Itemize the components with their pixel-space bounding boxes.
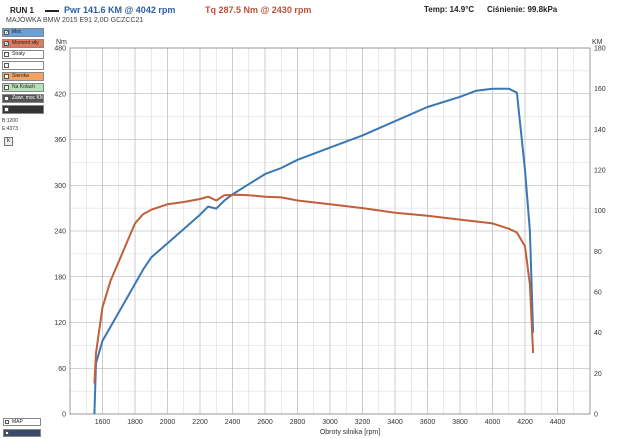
x-tick-label: 3000 <box>322 419 338 426</box>
checkbox-icon[interactable] <box>5 420 9 424</box>
y-right-tick-label: 180 <box>594 46 606 53</box>
x-tick-label: 4000 <box>485 419 501 426</box>
power-legend-line <box>45 10 59 12</box>
checkbox-icon[interactable]: ✓ <box>4 41 10 47</box>
sidebar-item-label: Sieroka <box>12 73 29 79</box>
y-left-tick-label: 180 <box>54 274 66 281</box>
y-right-tick-label: 160 <box>594 86 606 93</box>
y-left-tick-label: 300 <box>54 183 66 190</box>
x-tick-label: 3200 <box>355 419 371 426</box>
y-left-tick-label: 120 <box>54 320 66 327</box>
y-left-unit: Nm <box>56 39 67 46</box>
b-value: B:1200 <box>2 118 18 124</box>
sidebar-item-7[interactable] <box>2 105 44 114</box>
y-right-tick-label: 140 <box>594 127 606 134</box>
sidebar-item-2[interactable]: Straty <box>2 50 44 59</box>
sidebar-item-0[interactable]: ✓ Moc <box>2 28 44 37</box>
y-right-tick-label: 80 <box>594 249 602 256</box>
small-button[interactable]: k <box>4 137 13 146</box>
y-left-tick-label: 480 <box>54 46 66 53</box>
sidebar-item-label: Na Kolach <box>12 84 36 90</box>
e-value: E:4373 <box>2 126 18 132</box>
checkbox-icon[interactable] <box>4 85 9 90</box>
x-tick-label: 2400 <box>225 419 241 426</box>
y-left-tick-label: 420 <box>54 91 66 98</box>
y-right-unit: KM <box>592 39 603 46</box>
x-tick-label: 2000 <box>160 419 176 426</box>
x-tick-label: 2800 <box>290 419 306 426</box>
sidebar-item-label: Moc <box>12 29 22 35</box>
checkbox-icon[interactable] <box>4 96 9 101</box>
checkbox-icon[interactable] <box>4 107 9 112</box>
chart-axes: 1600 1800 2000 2200 2400 2600 2800 3000 3200 3400… <box>54 39 605 436</box>
sidebar-item-1[interactable]: ✓ Moment siły <box>2 39 44 48</box>
y-right-tick-label: 60 <box>594 290 602 297</box>
checkbox-icon[interactable] <box>4 63 9 68</box>
x-tick-label: 3600 <box>420 419 436 426</box>
y-right-tick-label: 40 <box>594 330 602 337</box>
map-label: MAP <box>12 419 23 425</box>
sidebar-item-label: Moment siły <box>12 40 39 46</box>
x-tick-label: 4200 <box>517 419 533 426</box>
y-right-tick-label: 20 <box>594 371 602 378</box>
chart-series <box>93 87 535 415</box>
sidebar-item-4[interactable]: Sieroka <box>2 72 44 81</box>
plot-frame <box>69 47 591 415</box>
sidebar-item-3[interactable] <box>2 61 44 70</box>
x-tick-label: 4400 <box>550 419 566 426</box>
map-checkbox[interactable]: MAP <box>3 418 41 426</box>
x-tick-label: 1800 <box>127 419 143 426</box>
series-sidebar: ✓ Moc ✓ Moment siły Straty Sieroka Na Kolach Za… <box>2 28 44 116</box>
checkbox-icon[interactable] <box>5 431 9 435</box>
checkbox-icon[interactable] <box>4 74 9 79</box>
power-summary: Pwr 141.6 KM @ 4042 rpm <box>64 5 176 15</box>
x-axis-label: Obroty silnika [rpm] <box>320 429 380 436</box>
bottom-checkbox[interactable] <box>3 429 41 437</box>
y-left-tick-label: 360 <box>54 137 66 144</box>
x-tick-label: 3800 <box>452 419 468 426</box>
sidebar-item-5[interactable]: Na Kolach <box>2 83 44 92</box>
sidebar-item-label: Straty <box>12 51 26 57</box>
run-label: RUN 1 <box>10 6 35 15</box>
checkbox-icon[interactable]: ✓ <box>4 30 10 36</box>
x-tick-label: 2600 <box>257 419 273 426</box>
sidebar-item-6[interactable]: Zawr. moc KM <box>2 94 44 103</box>
y-left-tick-label: 0 <box>62 412 66 419</box>
x-tick-label: 2200 <box>192 419 208 426</box>
pressure-readout: Ciśnienie: 99.8kPa <box>487 5 558 14</box>
y-right-tick-label: 120 <box>594 168 606 175</box>
y-left-tick-label: 240 <box>54 229 66 236</box>
series-line-torque <box>93 193 535 384</box>
x-tick-label: 3400 <box>387 419 403 426</box>
y-right-tick-label: 100 <box>594 208 606 215</box>
checkbox-icon[interactable] <box>4 52 9 57</box>
y-right-tick-label: 0 <box>594 412 598 419</box>
torque-summary: Tq 287.5 Nm @ 2430 rpm <box>205 5 312 15</box>
temperature-readout: Temp: 14.9°C <box>424 5 475 14</box>
y-left-tick-label: 60 <box>58 366 66 373</box>
sidebar-item-label: Zawr. moc KM <box>12 95 44 101</box>
x-tick-label: 1600 <box>95 419 111 426</box>
vehicle-subtitle: MAJÓWKA BMW 2015 E91 2,0D GCZCC21 <box>6 17 144 24</box>
series-line-power <box>93 87 535 415</box>
